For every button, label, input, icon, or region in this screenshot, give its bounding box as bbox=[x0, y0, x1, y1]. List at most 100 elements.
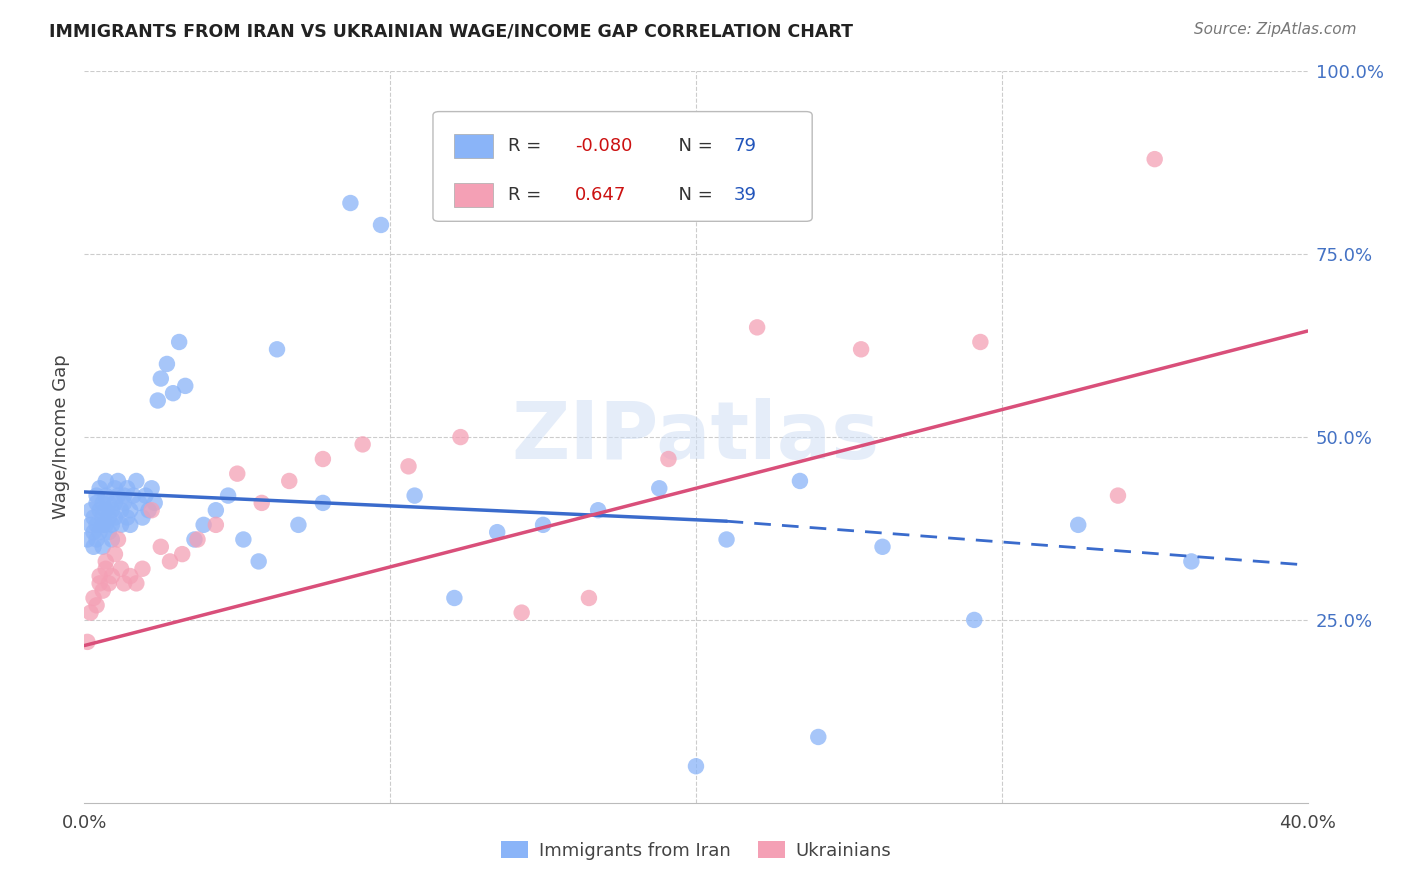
Point bbox=[89, 481, 111, 495]
Text: IMMIGRANTS FROM IRAN VS UKRAINIAN WAGE/INCOME GAP CORRELATION CHART: IMMIGRANTS FROM IRAN VS UKRAINIAN WAGE/I… bbox=[49, 22, 853, 40]
Point bbox=[789, 474, 811, 488]
Point bbox=[91, 510, 114, 524]
Text: -0.080: -0.080 bbox=[575, 137, 633, 155]
Point bbox=[1067, 517, 1090, 532]
Point bbox=[183, 533, 205, 547]
Point bbox=[76, 635, 98, 649]
Point bbox=[104, 481, 127, 495]
Point bbox=[101, 517, 124, 532]
Point bbox=[94, 554, 117, 568]
Text: R =: R = bbox=[508, 186, 553, 204]
Point bbox=[120, 517, 142, 532]
Text: N =: N = bbox=[666, 186, 718, 204]
Point bbox=[91, 496, 114, 510]
Point bbox=[450, 430, 472, 444]
Point bbox=[531, 517, 554, 532]
Point bbox=[156, 357, 179, 371]
Point bbox=[76, 533, 98, 547]
Point bbox=[969, 334, 991, 349]
Point bbox=[120, 569, 142, 583]
FancyBboxPatch shape bbox=[433, 112, 813, 221]
Point bbox=[159, 554, 181, 568]
Point bbox=[86, 496, 108, 510]
Point bbox=[247, 554, 270, 568]
Text: ZIPatlas: ZIPatlas bbox=[512, 398, 880, 476]
Point bbox=[648, 481, 671, 495]
Point bbox=[89, 503, 111, 517]
Point bbox=[312, 496, 335, 510]
Text: Source: ZipAtlas.com: Source: ZipAtlas.com bbox=[1194, 22, 1357, 37]
Point bbox=[86, 517, 108, 532]
Point bbox=[872, 540, 894, 554]
Point bbox=[807, 730, 830, 744]
Point bbox=[89, 576, 111, 591]
Point bbox=[486, 525, 509, 540]
Point bbox=[174, 379, 197, 393]
Point bbox=[83, 591, 105, 605]
Point bbox=[131, 510, 153, 524]
Point bbox=[205, 517, 228, 532]
Point bbox=[167, 334, 190, 349]
Point bbox=[141, 481, 163, 495]
Point bbox=[112, 576, 135, 591]
Text: 79: 79 bbox=[734, 137, 756, 155]
Point bbox=[657, 452, 679, 467]
Point bbox=[83, 510, 105, 524]
Point bbox=[91, 517, 114, 532]
Point bbox=[112, 489, 135, 503]
Point bbox=[370, 218, 392, 232]
Point bbox=[83, 525, 105, 540]
Point bbox=[97, 525, 120, 540]
Point bbox=[849, 343, 872, 357]
Point bbox=[94, 562, 117, 576]
Point bbox=[110, 503, 132, 517]
Point bbox=[91, 583, 114, 598]
Point bbox=[578, 591, 600, 605]
Point bbox=[217, 489, 239, 503]
Point bbox=[79, 517, 101, 532]
Point bbox=[125, 576, 148, 591]
Point bbox=[398, 459, 420, 474]
Point bbox=[83, 540, 105, 554]
Point bbox=[110, 517, 132, 532]
Point bbox=[146, 393, 169, 408]
Point bbox=[443, 591, 465, 605]
Point bbox=[747, 320, 769, 334]
Point bbox=[141, 503, 163, 517]
Point bbox=[128, 496, 150, 510]
Point bbox=[104, 547, 127, 561]
Point bbox=[131, 562, 153, 576]
Point bbox=[1180, 554, 1202, 568]
Point bbox=[278, 474, 301, 488]
Point bbox=[510, 606, 533, 620]
Point bbox=[135, 489, 157, 503]
Point bbox=[586, 503, 609, 517]
Point bbox=[115, 481, 138, 495]
Point bbox=[122, 489, 145, 503]
Point bbox=[107, 474, 129, 488]
Point bbox=[91, 540, 114, 554]
Point bbox=[79, 503, 101, 517]
Point bbox=[162, 386, 184, 401]
Point bbox=[94, 489, 117, 503]
Point bbox=[112, 496, 135, 510]
Point bbox=[312, 452, 335, 467]
Point bbox=[205, 503, 228, 517]
Point bbox=[120, 503, 142, 517]
Point bbox=[107, 533, 129, 547]
Point bbox=[287, 517, 309, 532]
Y-axis label: Wage/Income Gap: Wage/Income Gap bbox=[52, 355, 70, 519]
FancyBboxPatch shape bbox=[454, 184, 494, 207]
Text: 39: 39 bbox=[734, 186, 756, 204]
Text: N =: N = bbox=[666, 137, 718, 155]
Point bbox=[149, 540, 172, 554]
Point bbox=[1107, 489, 1129, 503]
Point bbox=[86, 533, 108, 547]
Point bbox=[94, 503, 117, 517]
Point bbox=[193, 517, 215, 532]
Point bbox=[685, 759, 707, 773]
Point bbox=[89, 569, 111, 583]
Point bbox=[1143, 152, 1166, 166]
Point bbox=[149, 371, 172, 385]
Legend: Immigrants from Iran, Ukrainians: Immigrants from Iran, Ukrainians bbox=[494, 834, 898, 867]
